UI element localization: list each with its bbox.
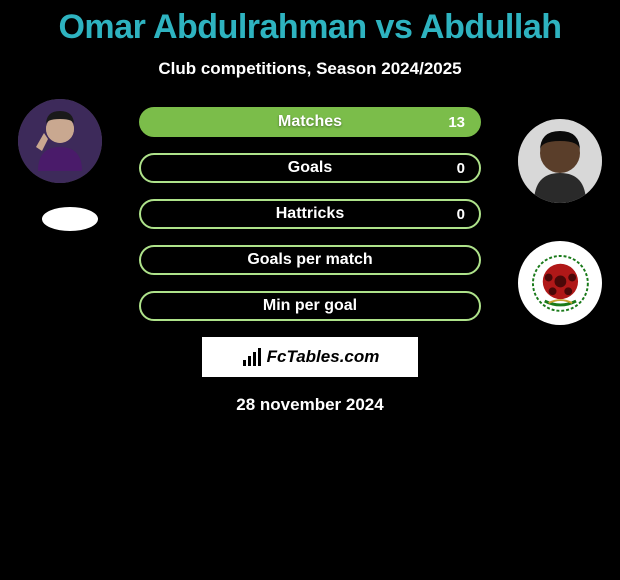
stat-label: Goals [288,159,332,177]
comparison-content: Matches 13 Goals 0 Hattricks 0 Goals per… [0,107,620,415]
avatar-placeholder-icon [18,99,102,183]
stat-row: Min per goal [139,291,481,321]
stat-row: Hattricks 0 [139,199,481,229]
date-text: 28 november 2024 [0,395,620,415]
stat-row: Goals per match [139,245,481,275]
site-badge: FcTables.com [202,337,418,377]
player-right-avatar [518,119,602,203]
site-name: FcTables.com [267,347,380,367]
player-left-avatar [18,99,102,183]
stat-value-right: 0 [457,160,465,177]
subtitle: Club competitions, Season 2024/2025 [0,59,620,79]
stat-value-right: 0 [457,206,465,223]
stats-list: Matches 13 Goals 0 Hattricks 0 Goals per… [139,107,481,321]
stat-row: Matches 13 [139,107,481,137]
stat-label: Matches [278,113,342,131]
club-right-logo [518,241,602,325]
chart-icon [241,346,263,368]
avatar-placeholder-icon [518,119,602,203]
club-emblem-icon [531,254,590,313]
club-left-logo [42,207,98,231]
stat-value-right: 13 [448,114,465,131]
stat-label: Goals per match [247,251,372,269]
page-title: Omar Abdulrahman vs Abdullah [0,0,620,47]
stat-label: Min per goal [263,297,357,315]
stat-row: Goals 0 [139,153,481,183]
stat-label: Hattricks [276,205,344,223]
